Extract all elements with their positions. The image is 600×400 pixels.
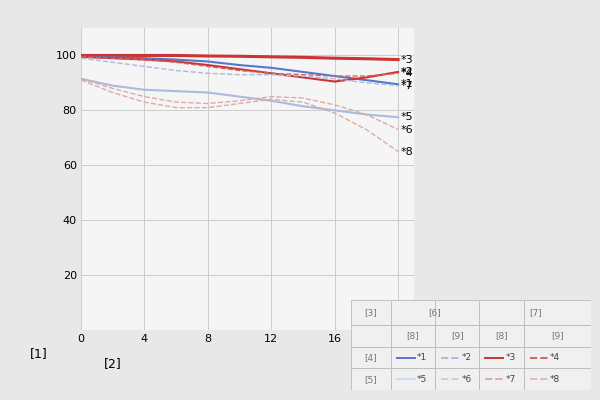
Text: *3: *3 <box>401 54 413 64</box>
Bar <box>524 300 591 325</box>
Bar <box>479 300 524 325</box>
Bar <box>391 300 435 325</box>
Bar <box>479 325 524 347</box>
Text: *1: *1 <box>401 79 413 89</box>
Text: [2]: [2] <box>104 357 122 370</box>
Text: [9]: [9] <box>551 332 564 340</box>
Text: [5]: [5] <box>364 375 377 384</box>
Text: *1: *1 <box>417 353 427 362</box>
Text: *2: *2 <box>401 67 413 77</box>
Text: *8: *8 <box>401 146 413 156</box>
Text: *7: *7 <box>506 375 516 384</box>
Bar <box>435 347 479 368</box>
Text: *7: *7 <box>401 81 413 91</box>
Text: [8]: [8] <box>495 332 508 340</box>
Bar <box>479 347 524 368</box>
Bar <box>524 368 591 390</box>
Bar <box>391 368 435 390</box>
Bar <box>479 368 524 390</box>
Text: *5: *5 <box>401 112 413 122</box>
Bar <box>351 300 391 325</box>
Bar <box>435 300 479 325</box>
Bar <box>391 347 435 368</box>
Text: *4: *4 <box>401 68 413 78</box>
Bar <box>351 325 391 347</box>
Text: *8: *8 <box>550 375 560 384</box>
Bar <box>524 325 591 347</box>
Text: [8]: [8] <box>406 332 419 340</box>
Text: [6]: [6] <box>428 308 442 317</box>
Bar <box>351 347 391 368</box>
Text: [7]: [7] <box>529 308 542 317</box>
Bar <box>435 368 479 390</box>
Text: *3: *3 <box>506 353 516 362</box>
Bar <box>391 325 435 347</box>
Text: *4: *4 <box>550 353 560 362</box>
Text: [4]: [4] <box>364 353 377 362</box>
Bar <box>524 347 591 368</box>
Text: *2: *2 <box>461 353 472 362</box>
Text: *5: *5 <box>417 375 427 384</box>
Text: [1]: [1] <box>29 347 47 360</box>
Bar <box>351 368 391 390</box>
Text: [9]: [9] <box>451 332 464 340</box>
Text: [3]: [3] <box>364 308 377 317</box>
Text: *6: *6 <box>401 124 413 134</box>
Bar <box>435 325 479 347</box>
Text: *6: *6 <box>461 375 472 384</box>
